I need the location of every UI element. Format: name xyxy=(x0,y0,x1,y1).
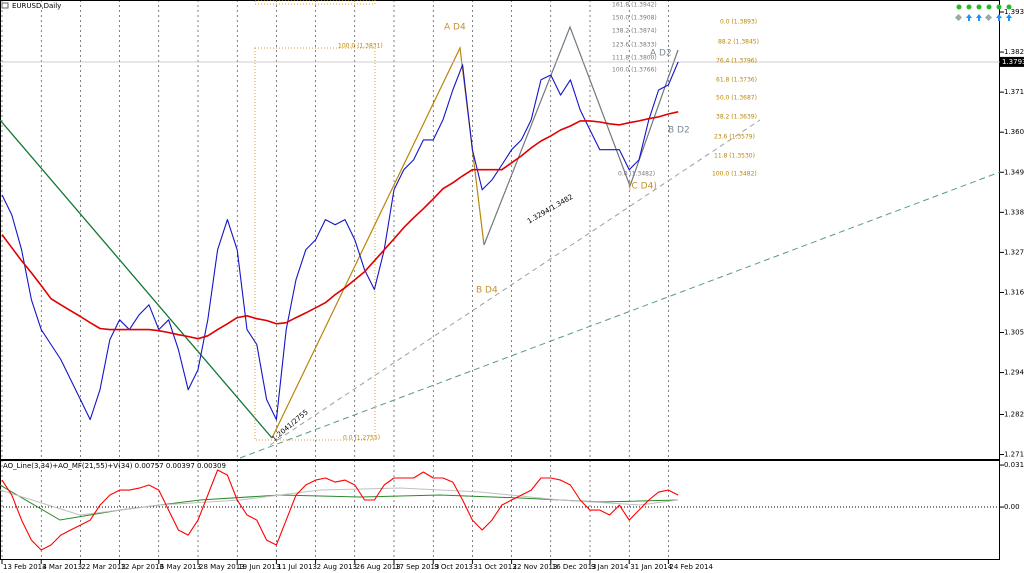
signal-icons xyxy=(954,4,1012,22)
last-price-label: 1.3793 xyxy=(1002,58,1024,66)
annotation: 123.6 (1.3833) xyxy=(612,42,657,49)
annotation: 111.8 (1.3800) xyxy=(612,55,657,62)
y-tick-label: 0.03165 xyxy=(1004,461,1024,469)
pattern-line xyxy=(271,45,485,439)
x-tick-label: 31 Oct 2013 xyxy=(473,563,516,571)
fib-box xyxy=(254,0,376,5)
annotation: A D4 xyxy=(444,23,466,33)
annotation: 38.2 (1.3639) xyxy=(716,114,757,121)
series xyxy=(1,61,679,551)
x-tick-label: 22 Nov 2013 xyxy=(513,563,558,571)
annotation: 100.0 (1.3831) xyxy=(338,43,383,50)
annotation: 0.0 (1.3893) xyxy=(720,19,757,26)
x-tick-label: 28 May 2013 xyxy=(199,563,245,571)
trend-line xyxy=(269,119,761,446)
y-tick-label: 1.3380 xyxy=(1004,208,1024,216)
annotation: 0.0 (1.3482) xyxy=(618,171,655,178)
y-tick-label: 1.3490 xyxy=(1004,168,1024,176)
annotation: B D4 xyxy=(476,286,498,296)
y-tick-label: 1.3050 xyxy=(1004,329,1024,337)
y-tick-label: 1.3160 xyxy=(1004,288,1024,296)
x-tick-label: 22 Mar 2013 xyxy=(81,563,125,571)
last-price-box xyxy=(1000,56,1024,67)
x-tick-label: 13 Feb 2013 xyxy=(3,563,47,571)
annotation: 161.8 (1.3942) xyxy=(612,2,657,9)
y-tick-label: 1.2940 xyxy=(1004,369,1024,377)
y-tick-label: 0.00 xyxy=(1004,503,1020,511)
x-tick-label: 17 Sep 2013 xyxy=(395,563,439,571)
annotation: B D2 xyxy=(668,126,690,136)
chart-title: EURUSD,Daily xyxy=(12,2,61,10)
y-tick-label: 1.3820 xyxy=(1004,48,1024,56)
y-tick-label: 1.3710 xyxy=(1004,88,1024,96)
annotation: 76.4 (1.3796) xyxy=(716,58,757,65)
x-tick-label: 9 Jan 2014 xyxy=(591,563,629,571)
y-tick-label: 1.3600 xyxy=(1004,128,1024,136)
x-tick-label: 19 Jun 2013 xyxy=(238,563,280,571)
annotation: 138.2 (1.3874) xyxy=(612,28,657,35)
annotation: 23.6 (1.3579) xyxy=(714,134,755,141)
y-tick-label: 1.2715 xyxy=(1004,451,1024,459)
x-tick-label: 16 Dec 2013 xyxy=(552,563,597,571)
x-tick-label: 26 Aug 2013 xyxy=(356,563,401,571)
title-icon xyxy=(1,2,9,9)
annotation: 0.0 (1.2755) xyxy=(343,435,380,442)
annotation: 88.2 (1.3845) xyxy=(718,39,759,46)
annotation: 50.0 (1.3687) xyxy=(716,95,757,102)
annotation: (C D4) xyxy=(628,182,657,192)
indicator-title: AO_Line(3,34)+AO_MF(21,55)+V(34) 0.00757… xyxy=(3,462,226,470)
annotation: 100.0 (1.3482) xyxy=(712,171,757,178)
x-tick-label: 2 Aug 2013 xyxy=(317,563,357,571)
y-tick-label: 1.3270 xyxy=(1004,248,1024,256)
indicator-panel xyxy=(0,460,1000,560)
annotation: A D2 xyxy=(650,49,672,59)
annotation: 61.8 (1.3736) xyxy=(716,77,757,84)
trend-line xyxy=(239,171,1001,459)
x-tick-label: 11 Jul 2013 xyxy=(277,563,317,571)
x-tick-label: 24 Feb 2014 xyxy=(669,563,713,571)
annotation: 11.8 (1.3530) xyxy=(714,153,755,160)
x-tick-label: 12 Apr 2013 xyxy=(121,563,164,571)
indicator-line xyxy=(0,487,679,516)
x-tick-label: 6 May 2013 xyxy=(160,563,201,571)
x-tick-label: 9 Oct 2013 xyxy=(434,563,473,571)
y-tick-label: 1.2825 xyxy=(1004,410,1024,418)
main-panel xyxy=(0,0,1000,460)
y-tick-label: 1.3930 xyxy=(1004,8,1024,16)
grid xyxy=(1,0,1004,564)
x-tick-label: 4 Mar 2013 xyxy=(42,563,82,571)
annotation: 150.0 (1.3908) xyxy=(612,15,657,22)
x-tick-label: 31 Jan 2014 xyxy=(630,563,673,571)
series-line xyxy=(1,469,679,551)
series-line xyxy=(1,111,679,340)
trend-line xyxy=(0,119,273,439)
fib-box xyxy=(254,47,376,441)
annotation: 100.0 (1.3766) xyxy=(612,67,657,74)
